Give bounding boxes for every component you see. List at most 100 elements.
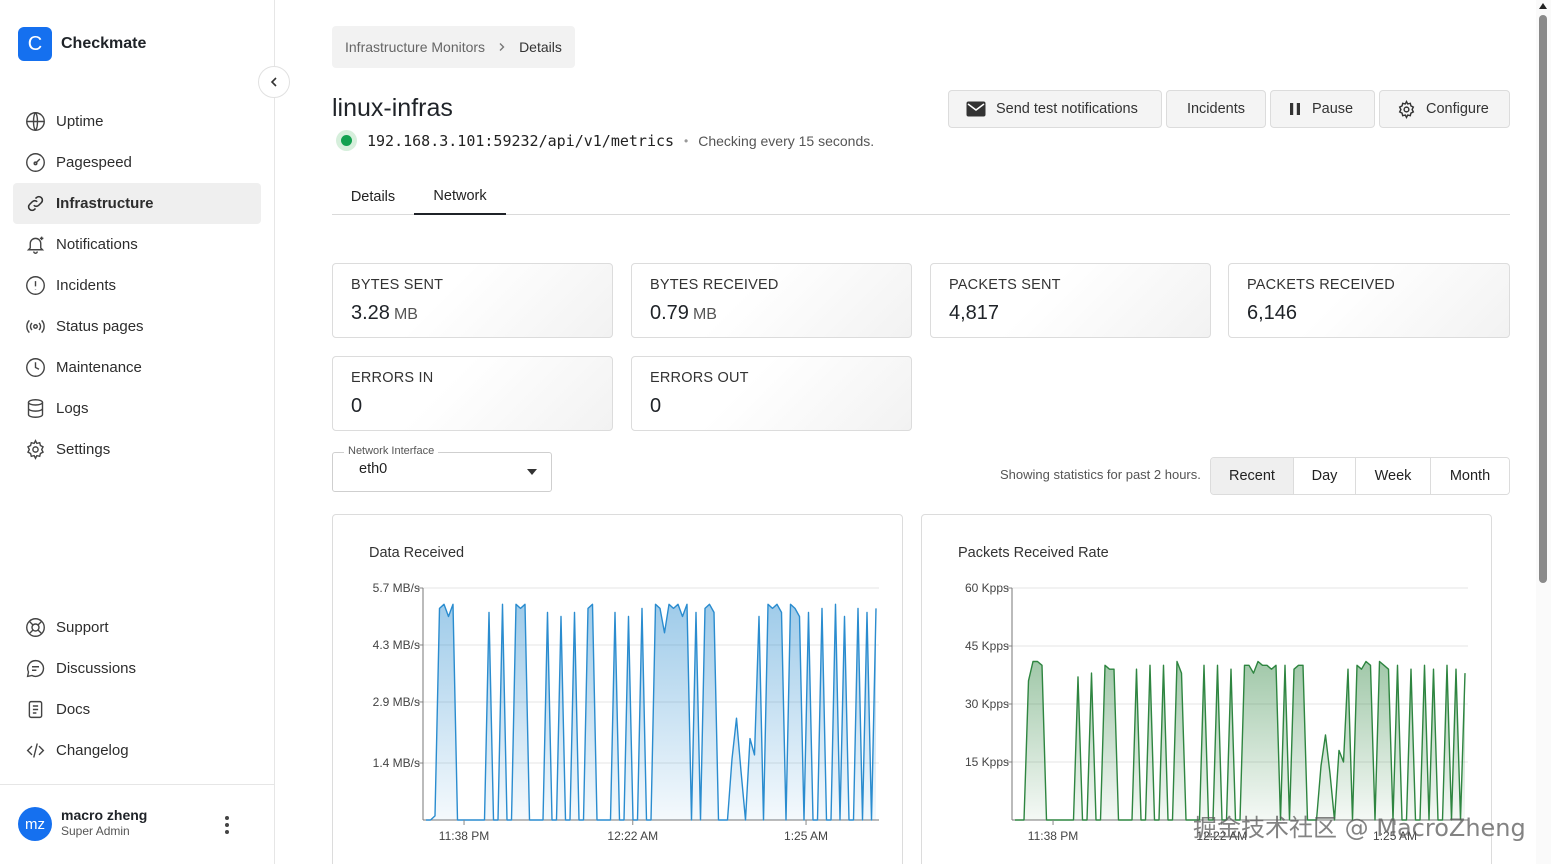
brand-logo: C (18, 27, 52, 61)
stat-label: BYTES RECEIVED (650, 277, 779, 293)
bell-icon (24, 234, 46, 256)
y-tick-label: 5.7 MB/s (373, 581, 420, 595)
stat-value: 4,817 (949, 302, 999, 325)
network-interface-select[interactable]: Network Interface eth0 (332, 445, 552, 492)
sidebar-item-pagespeed[interactable]: Pagespeed (13, 142, 261, 183)
stat-number: 6,146 (1247, 302, 1298, 324)
page-title: linux-infras (332, 94, 453, 122)
alert-circle-icon (24, 275, 46, 297)
clock-icon (24, 357, 46, 379)
dropdown-arrow-icon (527, 469, 537, 475)
link-icon (24, 193, 46, 215)
stat-unit: MB (393, 306, 418, 323)
stat-label: PACKETS SENT (949, 277, 1061, 293)
stat-value: 0 (650, 395, 661, 418)
stat-number: 3.28 (351, 302, 390, 324)
sidebar-item-label: Pagespeed (56, 154, 132, 171)
y-tick-label: 2.9 MB/s (373, 695, 420, 709)
series-line (1015, 660, 1466, 821)
chart-svg: 5.7 MB/s 4.3 MB/s 2.9 MB/s 1.4 MB/s 11:38 PM… (373, 581, 879, 843)
mail-icon (966, 101, 986, 117)
sidebar-item-label: Status pages (56, 318, 144, 335)
stat-label: PACKETS RECEIVED (1247, 277, 1395, 293)
select-label: Network Interface (344, 445, 439, 457)
sidebar-item-incidents[interactable]: Incidents (13, 265, 261, 306)
stat-card-bytes-sent: BYTES SENT 3.28 MB (332, 263, 613, 338)
range-week-button[interactable]: Week (1356, 458, 1431, 494)
stat-card-errors-in: ERRORS IN 0 (332, 356, 613, 431)
user-profile: mz macro zheng Super Admin (0, 784, 274, 864)
chevron-left-icon (270, 77, 277, 87)
broadcast-icon (24, 316, 46, 338)
brand[interactable]: C Checkmate (18, 27, 146, 61)
packets-received-chart: Packets Received Rate 60 Kpps 45 Kpps 30 K… (921, 514, 1492, 864)
sidebar-item-infrastructure[interactable]: Infrastructure (13, 183, 261, 224)
scroll-up-arrow-icon[interactable] (1539, 3, 1547, 9)
sidebar-item-uptime[interactable]: Uptime (13, 101, 261, 142)
breadcrumb: Infrastructure Monitors Details (332, 26, 575, 68)
sidebar-item-label: Discussions (56, 660, 137, 677)
watermark: 掘金技术社区 @ MacroZheng (1193, 814, 1526, 842)
stat-value: 0.79 MB (650, 302, 717, 325)
scrollbar-thumb[interactable] (1539, 15, 1547, 583)
configure-button[interactable]: Configure (1379, 90, 1510, 128)
stat-number: 0 (650, 395, 662, 417)
sidebar-item-label: Docs (56, 701, 91, 718)
tab-network[interactable]: Network (414, 178, 506, 215)
breadcrumb-parent-link[interactable]: Infrastructure Monitors (345, 39, 486, 55)
stat-number: 0.79 (650, 302, 689, 324)
y-tick-label: 60 Kpps (965, 581, 1009, 595)
collapse-sidebar-button[interactable] (258, 66, 290, 98)
stat-label: ERRORS IN (351, 370, 434, 386)
chevron-right-icon (499, 43, 505, 51)
gauge-icon (24, 152, 46, 174)
incidents-button[interactable]: Incidents (1166, 90, 1266, 128)
chat-icon (24, 658, 46, 680)
sidebar-item-settings[interactable]: Settings (13, 429, 261, 470)
sidebar-item-docs[interactable]: Docs (13, 689, 261, 730)
document-icon (24, 699, 46, 721)
status-indicator (336, 130, 357, 151)
action-buttons: Send test notifications Incidents Pause … (948, 90, 1510, 128)
sidebar-item-label: Maintenance (56, 359, 142, 376)
y-tick-label: 45 Kpps (965, 639, 1009, 653)
sidebar-item-discussions[interactable]: Discussions (13, 648, 261, 689)
brand-name: Checkmate (61, 35, 147, 52)
range-recent-button[interactable]: Recent (1211, 458, 1294, 494)
monitor-status-row: 192.168.3.101:59232/api/v1/metrics • Che… (336, 130, 874, 151)
sidebar-item-changelog[interactable]: Changelog (13, 730, 261, 771)
data-received-chart: Data Received 5.7 MB/s 4.3 MB/s 2.9 MB/s 1.… (332, 514, 903, 864)
tab-details[interactable]: Details (350, 188, 396, 205)
avatar[interactable]: mz (18, 807, 52, 841)
x-tick-label: 11:38 PM (439, 829, 489, 843)
code-icon (24, 740, 46, 762)
range-day-button[interactable]: Day (1294, 458, 1356, 494)
breadcrumb-current: Details (519, 39, 562, 55)
sidebar-item-label: Changelog (56, 742, 129, 759)
series-area (1015, 661, 1465, 820)
sidebar-item-maintenance[interactable]: Maintenance (13, 347, 261, 388)
send-test-notifications-button[interactable]: Send test notifications (948, 90, 1162, 128)
chart-title: Packets Received Rate (958, 545, 1109, 561)
sidebar-item-support[interactable]: Support (13, 607, 261, 648)
sidebar-item-logs[interactable]: Logs (13, 388, 261, 429)
stat-value: 6,146 (1247, 302, 1297, 325)
pause-button[interactable]: Pause (1270, 90, 1375, 128)
y-tick-label: 1.4 MB/s (373, 756, 420, 770)
select-value: eth0 (359, 461, 388, 477)
x-tick-label: 11:38 PM (1028, 829, 1078, 843)
series-area (426, 604, 876, 820)
tab-bar: Details Network (332, 178, 1510, 215)
more-vertical-icon[interactable] (218, 813, 236, 837)
button-label: Pause (1312, 101, 1354, 117)
y-tick-label: 15 Kpps (965, 755, 1009, 769)
sidebar-item-status-pages[interactable]: Status pages (13, 306, 261, 347)
sidebar-item-notifications[interactable]: Notifications (13, 224, 261, 265)
stats-range-note: Showing statistics for past 2 hours. (1000, 467, 1201, 482)
range-month-button[interactable]: Month (1431, 458, 1509, 494)
stat-value: 3.28 MB (351, 302, 418, 325)
y-tick-label: 30 Kpps (965, 697, 1009, 711)
sidebar-item-label: Notifications (56, 236, 138, 253)
stat-value: 0 (351, 395, 362, 418)
